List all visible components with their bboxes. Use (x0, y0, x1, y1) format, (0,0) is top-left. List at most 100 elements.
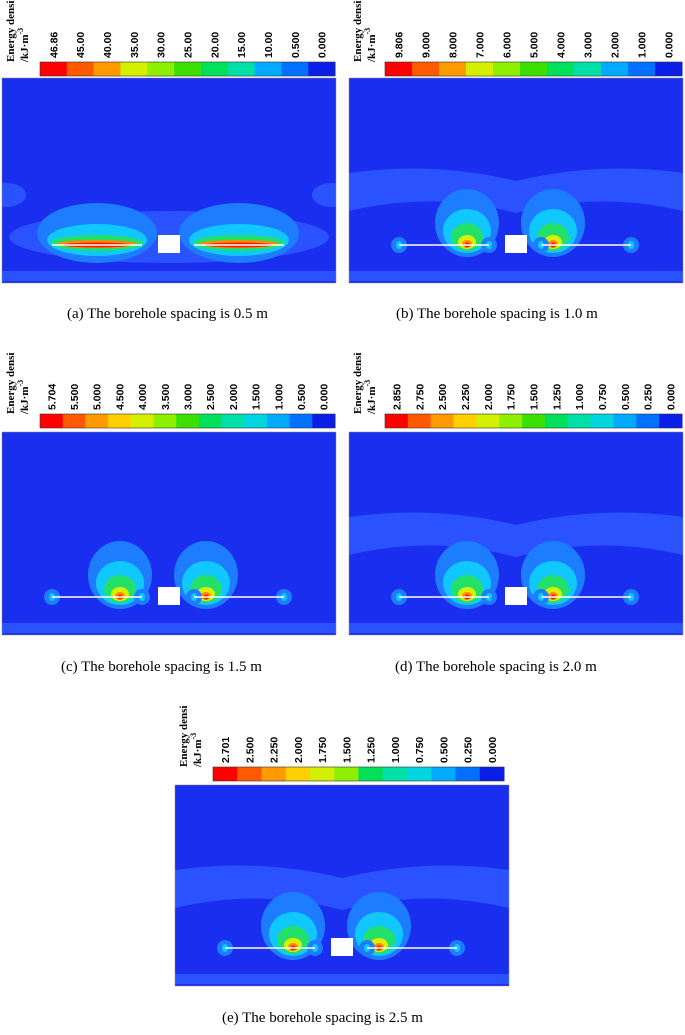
colorbar-tick-label: 5.000 (529, 32, 541, 58)
colorbar-segment (237, 767, 262, 781)
colorbar-segment (176, 414, 200, 428)
legend-unit: /kJ·m-3 (363, 28, 378, 63)
colorbar-tick-label: 9.000 (421, 32, 433, 58)
colorbar-segment (466, 62, 494, 76)
colorbar-segment (174, 62, 202, 76)
colorbar-tick-label: 2.701 (220, 737, 232, 763)
caption-a: (a) The borehole spacing is 0.5 m (67, 306, 268, 322)
colorbar-tick-label: 1.000 (574, 384, 586, 410)
colorbar-tick-label: 2.250 (269, 737, 281, 763)
colorbar-segment (200, 62, 229, 76)
colorbar-segment (334, 767, 359, 781)
legend-unit: /kJ·m-3 (16, 380, 31, 415)
colorbar-tick-label: 2.500 (205, 384, 217, 410)
heatmap-svg: Energy density/kJ·m-3 2.701 2.500 2.250 2.00… (174, 705, 510, 987)
legend-title: Energy density (352, 0, 364, 62)
colorbar-tick-label: 0.250 (643, 384, 655, 410)
colorbar-tick-label: 1.000 (637, 32, 649, 58)
caption-e: (e) The borehole spacing is 2.5 m (222, 1010, 423, 1026)
colorbar-tick-label: 4.000 (556, 32, 568, 58)
colorbar-segment (221, 414, 245, 428)
colorbar-segment (493, 62, 521, 76)
energy-contour (349, 168, 683, 213)
colorbar-tick-label: 0.000 (487, 737, 499, 763)
colorbar-frame (384, 413, 683, 429)
colorbar-segment (574, 62, 602, 76)
legend-unit: /kJ·m-3 (189, 733, 204, 768)
colorbar-tick-label: 2.850 (391, 384, 403, 410)
panel-a: Energy density/kJ·m-3 46.86 45.00 40.00 35.0… (0, 0, 340, 330)
panel-e: Energy density/kJ·m-3 2.701 2.500 2.250 2.00… (173, 705, 513, 1035)
energy-contour (175, 865, 509, 910)
heatmap-svg: Energy density/kJ·m-3 46.86 45.00 40.00 35.0… (1, 0, 337, 284)
colorbar-segment (412, 62, 440, 76)
colorbar-segment (385, 62, 413, 76)
colorbar-segment (499, 414, 523, 428)
colorbar-segment (601, 62, 629, 76)
plot-frame (1, 431, 337, 636)
colorbar-tick-label: 2.000 (483, 384, 495, 410)
colorbar-segment (289, 414, 313, 428)
panel-d: Energy density/kJ·m-3 2.850 2.750 2.500 2.25… (347, 352, 685, 682)
colorbar-tick-label: 45.00 (75, 32, 87, 58)
legend-title: Energy density (5, 352, 17, 414)
roadway (158, 587, 180, 605)
colorbar-segment (547, 62, 575, 76)
colorbar-tick-label: 1.250 (366, 737, 378, 763)
colorbar-tick-label: 35.00 (129, 32, 141, 58)
panel-b: Energy density/kJ·m-3 9.806 9.000 8.000 7.00… (347, 0, 685, 330)
colorbar-tick-label: 2.000 (293, 737, 305, 763)
colorbar-segment (66, 62, 95, 76)
colorbar-segment (476, 414, 500, 428)
plot-frame (348, 431, 684, 636)
colorbar-tick-label: 1.000 (273, 384, 285, 410)
colorbar-tick-label: 0.250 (463, 737, 475, 763)
colorbar-segment (613, 414, 637, 428)
colorbar-tick-label: 2.500 (437, 384, 449, 410)
energy-contour (175, 974, 509, 984)
panel-c: Energy density/kJ·m-3 5.704 5.500 5.000 4.50… (0, 352, 340, 682)
plot-frame (174, 784, 510, 987)
colorbar-tick-label: 2.750 (414, 384, 426, 410)
colorbar-tick-label: 2.500 (244, 737, 256, 763)
roadway (158, 235, 180, 253)
energy-contour (2, 271, 336, 281)
legend-unit-exponent: -3 (189, 733, 198, 740)
contour-layer (349, 168, 683, 281)
colorbar-segment (266, 414, 291, 428)
colorbar-segment (40, 414, 64, 428)
energy-contour (312, 183, 336, 207)
colorbar-tick-label: 6.000 (502, 32, 514, 58)
colorbar-frame (39, 61, 336, 77)
colorbar-frame (384, 61, 683, 77)
colorbar-segment (261, 767, 287, 781)
legend-unit-exponent: -3 (363, 28, 372, 35)
colorbar-tick-label: 0.000 (319, 384, 331, 410)
legend-title: Energy density (5, 0, 17, 62)
colorbar-segment (544, 414, 569, 428)
colorbar-segment (227, 62, 256, 76)
colorbar-segment (62, 414, 86, 428)
colorbar-segment (431, 767, 456, 781)
colorbar-segment (430, 414, 455, 428)
colorbar-tick-label: 9.806 (394, 32, 406, 58)
colorbar-segment (254, 62, 282, 76)
contour-layer (175, 865, 509, 984)
colorbar-segment (407, 767, 432, 781)
colorbar-segment (285, 767, 311, 781)
colorbar-tick-label: 1.250 (551, 384, 563, 410)
colorbar-segment (567, 414, 592, 428)
legend-unit-exponent: -3 (16, 28, 25, 35)
legend-unit-exponent: -3 (16, 380, 25, 387)
colorbar-tick-label: 30.00 (156, 32, 168, 58)
colorbar-segment (590, 414, 614, 428)
colorbar-segment (153, 414, 177, 428)
colorbar-segment (628, 62, 656, 76)
colorbar-tick-label: 0.000 (664, 32, 676, 58)
colorbar-tick-label: 5.500 (69, 384, 81, 410)
colorbar-tick-label: 10.00 (263, 32, 275, 58)
energy-contour (2, 623, 336, 633)
colorbar-tick-label: 46.86 (48, 32, 60, 58)
colorbar-tick-label: 40.00 (102, 32, 114, 58)
caption-b: (b) The borehole spacing is 1.0 m (396, 306, 598, 322)
